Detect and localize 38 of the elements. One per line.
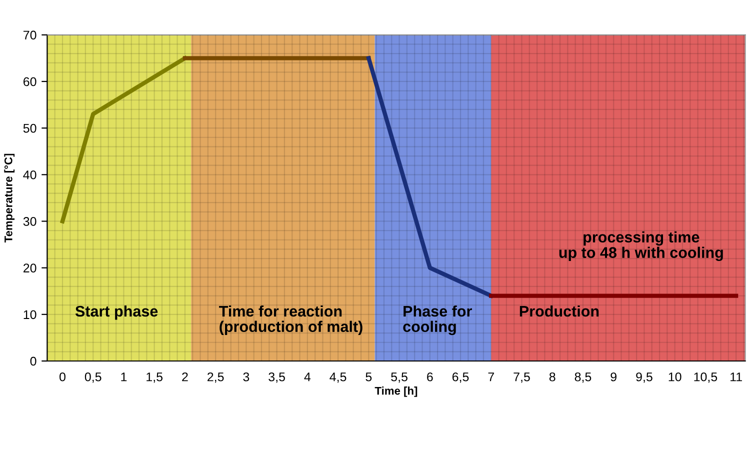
x-tick-label: 1 bbox=[121, 372, 127, 382]
x-tick-label: 3 bbox=[243, 372, 250, 382]
y-tick-label: 30 bbox=[23, 217, 36, 226]
x-axis-title: Time [h] bbox=[374, 386, 418, 397]
x-tick-label: 7 bbox=[488, 372, 494, 382]
x-tick-label: 9 bbox=[610, 372, 616, 382]
band-label: Phase for cooling bbox=[403, 305, 472, 336]
x-tick-label: 9,5 bbox=[636, 372, 652, 383]
x-tick-label: 8,5 bbox=[574, 372, 592, 383]
x-tick-label: 1,5 bbox=[146, 372, 163, 383]
x-tick-label: 6,5 bbox=[452, 372, 469, 383]
x-tick-label: 11 bbox=[730, 372, 742, 382]
y-tick-label: 20 bbox=[23, 264, 36, 272]
x-tick-label: 4,5 bbox=[330, 372, 346, 383]
y-tick-label: 60 bbox=[24, 77, 36, 86]
x-tick-label: 2 bbox=[182, 372, 188, 382]
annotation: processing time up to 48 h with cooling bbox=[559, 231, 723, 262]
y-tick-label: 0 bbox=[30, 356, 36, 366]
x-tick-label: 5,5 bbox=[391, 372, 408, 383]
y-tick-label: 10 bbox=[24, 310, 36, 320]
y-tick-label: 70 bbox=[24, 30, 36, 40]
x-tick-label: 4 bbox=[304, 372, 311, 382]
band-label: Start phase bbox=[75, 305, 158, 320]
y-axis-title: Temperature [°C] bbox=[4, 154, 15, 243]
y-tick-label: 50 bbox=[23, 124, 36, 133]
band-label: Production bbox=[520, 305, 599, 317]
x-tick-label: 10 bbox=[668, 372, 682, 382]
x-tick-label: 5 bbox=[366, 372, 372, 382]
x-tick-label: 10,5 bbox=[694, 372, 718, 383]
band-label: Time for reaction (production of malt) bbox=[219, 305, 362, 336]
x-tick-label: 0,5 bbox=[84, 372, 102, 383]
x-tick-label: 8 bbox=[549, 372, 556, 382]
x-tick-label: 6 bbox=[427, 372, 433, 382]
x-tick-label: 7,5 bbox=[514, 372, 530, 383]
x-tick-label: 0 bbox=[60, 372, 66, 382]
x-tick-label: 2,5 bbox=[208, 372, 224, 383]
y-tick-label: 40 bbox=[23, 170, 36, 180]
x-tick-label: 3,5 bbox=[268, 372, 285, 383]
